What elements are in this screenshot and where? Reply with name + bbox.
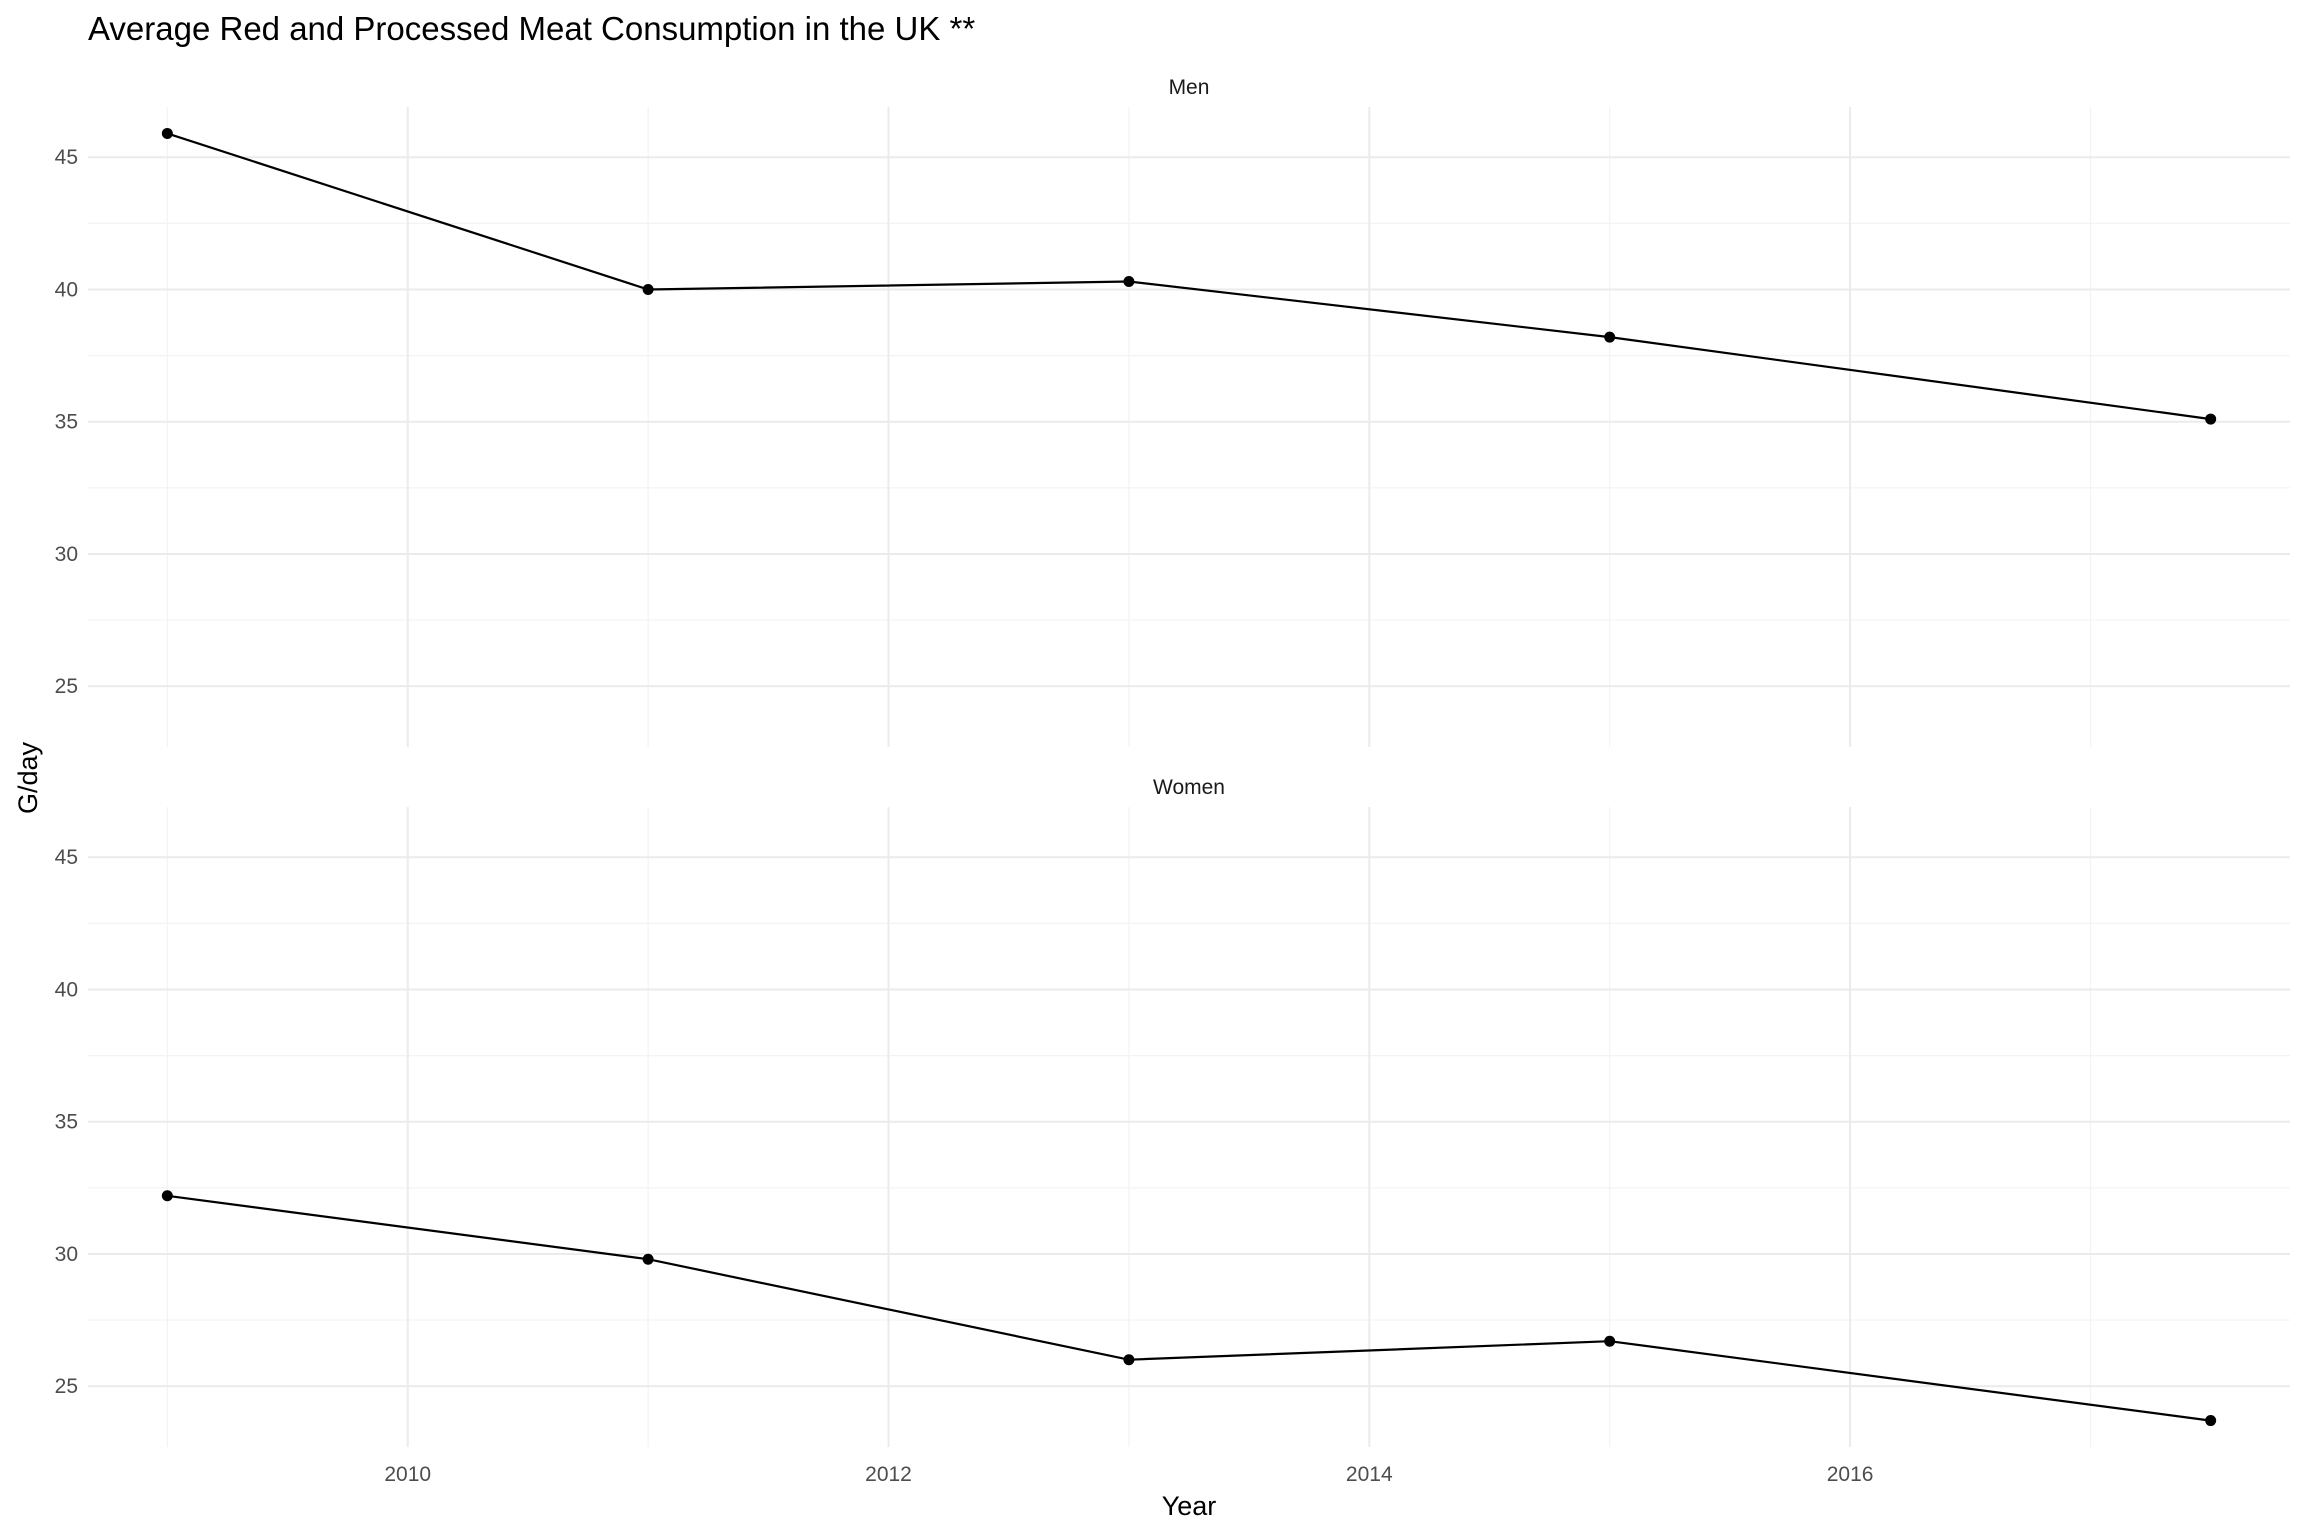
y-axis-title: G/day	[13, 741, 43, 814]
data-point	[2205, 413, 2217, 425]
y-tick-label: 45	[55, 146, 78, 169]
y-tick-label: 40	[55, 978, 78, 1001]
data-point	[642, 1253, 654, 1265]
data-point	[642, 283, 654, 295]
panel-strip-label: Men	[1169, 76, 1210, 99]
y-tick-label: 40	[55, 278, 78, 301]
y-tick-label: 25	[55, 675, 78, 698]
x-tick-label: 2010	[384, 1463, 431, 1486]
data-point	[161, 127, 173, 139]
panel-men: Men 25 30 35 40 45	[55, 76, 2290, 747]
y-tick-label: 30	[55, 543, 78, 566]
y-tick-label: 25	[55, 1375, 78, 1398]
data-point	[1123, 1354, 1135, 1366]
x-axis-title: Year	[1162, 1491, 1217, 1521]
series-line-men	[166, 132, 2211, 421]
y-tick-label: 35	[55, 411, 78, 434]
y-tick-label: 45	[55, 846, 78, 869]
data-point	[161, 1190, 173, 1202]
x-axis: 2010 2012 2014 2016	[384, 1463, 1873, 1486]
chart-title: Average Red and Processed Meat Consumpti…	[88, 10, 975, 47]
panel-strip-label: Women	[1153, 776, 1225, 799]
data-point	[2205, 1415, 2217, 1427]
data-point	[1604, 1335, 1616, 1347]
data-point	[1123, 276, 1135, 288]
y-tick-label: 35	[55, 1111, 78, 1134]
y-tick-label: 30	[55, 1243, 78, 1266]
data-point	[1604, 331, 1616, 343]
x-tick-label: 2016	[1827, 1463, 1874, 1486]
x-tick-label: 2014	[1346, 1463, 1393, 1486]
x-tick-label: 2012	[865, 1463, 912, 1486]
panel-women: Women 25 30 35 40 45	[55, 776, 2290, 1447]
